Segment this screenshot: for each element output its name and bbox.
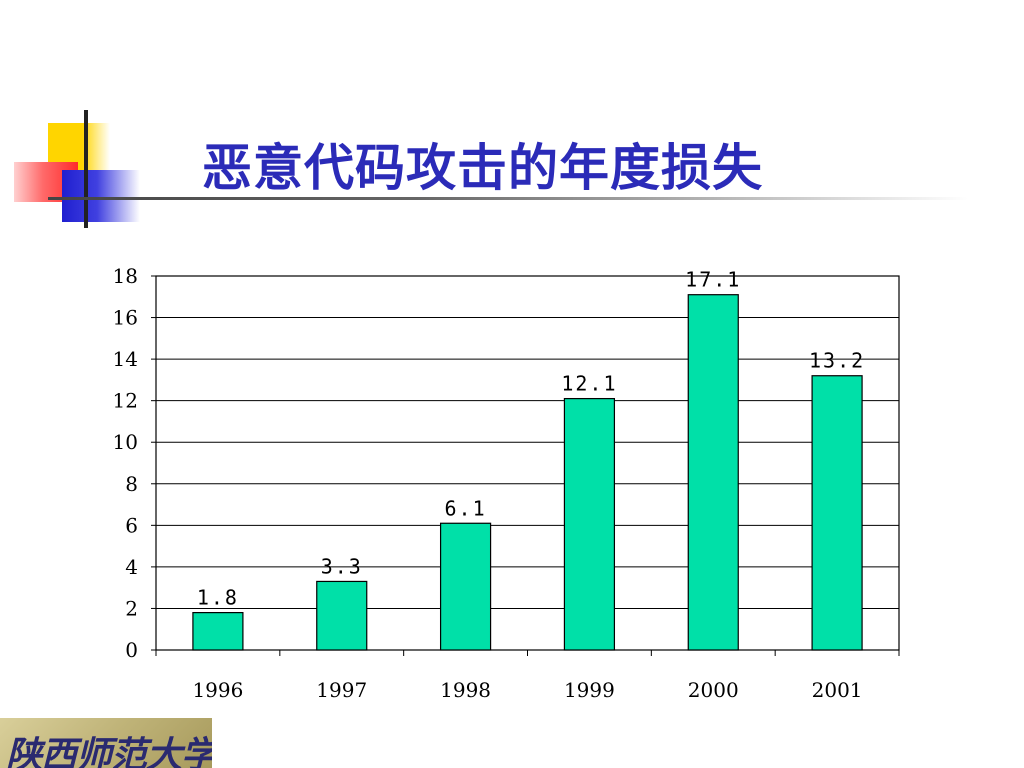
decor-blue-square — [62, 170, 140, 222]
x-tick-label: 1997 — [316, 678, 367, 702]
data-label: 12.1 — [561, 372, 617, 396]
y-tick-label: 14 — [113, 347, 138, 371]
university-logo: 陕西师范大学 — [0, 718, 212, 768]
decor-vertical-line — [84, 110, 88, 228]
bar — [687, 294, 739, 651]
logo-text: 陕西师范大学 — [6, 734, 212, 768]
y-tick-label: 10 — [113, 430, 138, 454]
plot-area — [155, 275, 900, 651]
data-label: 17.1 — [685, 268, 741, 292]
bar — [811, 375, 863, 651]
bar — [563, 397, 616, 651]
x-tick-label: 2000 — [688, 678, 739, 702]
y-tick-label: 4 — [125, 555, 138, 579]
y-tick-label: 16 — [113, 306, 138, 330]
y-tick-label: 8 — [125, 472, 138, 496]
data-label: 1.8 — [197, 586, 239, 610]
bar — [192, 611, 244, 651]
title-underline — [48, 197, 968, 200]
y-tick-label: 6 — [125, 513, 138, 537]
y-tick-label: 0 — [125, 638, 138, 662]
data-label: 6.1 — [445, 496, 487, 520]
bar — [439, 522, 492, 651]
data-label: 3.3 — [321, 554, 363, 578]
x-tick-label: 2001 — [812, 678, 863, 702]
x-tick-label: 1996 — [192, 678, 243, 702]
data-label: 13.2 — [809, 349, 865, 373]
slide-title: 恶意代码攻击的年度损失 — [202, 139, 763, 197]
y-tick-label: 12 — [113, 389, 138, 413]
y-tick-label: 18 — [113, 264, 138, 288]
y-tick-label: 2 — [125, 596, 138, 620]
x-tick-label: 1998 — [440, 678, 491, 702]
bar — [316, 580, 368, 651]
x-tick-label: 1999 — [564, 678, 615, 702]
